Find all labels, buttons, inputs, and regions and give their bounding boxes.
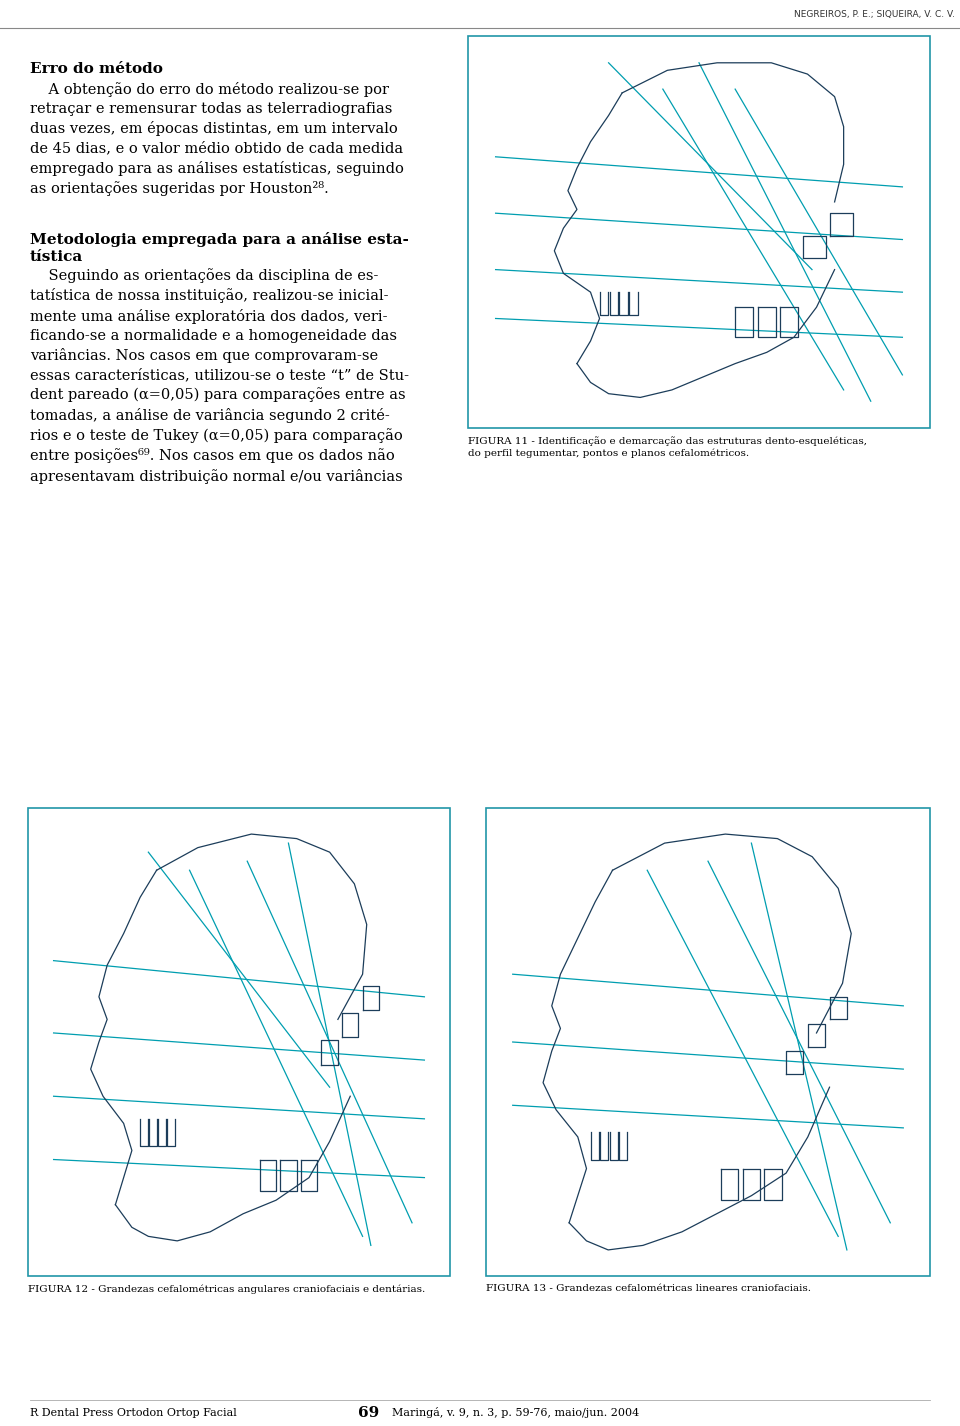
Text: R Dental Press Ortodon Ortop Facial: R Dental Press Ortodon Ortop Facial <box>30 1407 237 1417</box>
FancyBboxPatch shape <box>468 36 930 428</box>
Text: FIGURA 12 - Grandezas cefalométricas angulares craniofaciais e dentárias.: FIGURA 12 - Grandezas cefalométricas ang… <box>28 1283 425 1293</box>
Text: 69: 69 <box>358 1406 379 1420</box>
Text: Seguindo as orientações da disciplina de es-
tatística de nossa instituição, rea: Seguindo as orientações da disciplina de… <box>30 268 409 483</box>
Text: do perfil tegumentar, pontos e planos cefalométricos.: do perfil tegumentar, pontos e planos ce… <box>468 449 749 459</box>
FancyBboxPatch shape <box>28 809 450 1276</box>
Text: NEGREIROS, P. E.; SIQUEIRA, V. C. V.: NEGREIROS, P. E.; SIQUEIRA, V. C. V. <box>794 10 955 19</box>
Text: A obtenção do erro do método realizou-se por
retraçar e remensurar todas as tele: A obtenção do erro do método realizou-se… <box>30 83 404 197</box>
Text: Maringá, v. 9, n. 3, p. 59-76, maio/jun. 2004: Maringá, v. 9, n. 3, p. 59-76, maio/jun.… <box>392 1407 639 1419</box>
Text: FIGURA 11 - Identificação e demarcação das estruturas dento-esqueléticas,: FIGURA 11 - Identificação e demarcação d… <box>468 436 867 446</box>
Text: tística: tística <box>30 250 84 264</box>
FancyBboxPatch shape <box>486 809 930 1276</box>
Text: FIGURA 13 - Grandezas cefalométricas lineares craniofaciais.: FIGURA 13 - Grandezas cefalométricas lin… <box>486 1283 811 1293</box>
Text: Metodologia empregada para a análise esta-: Metodologia empregada para a análise est… <box>30 232 409 247</box>
Text: Erro do método: Erro do método <box>30 61 163 76</box>
